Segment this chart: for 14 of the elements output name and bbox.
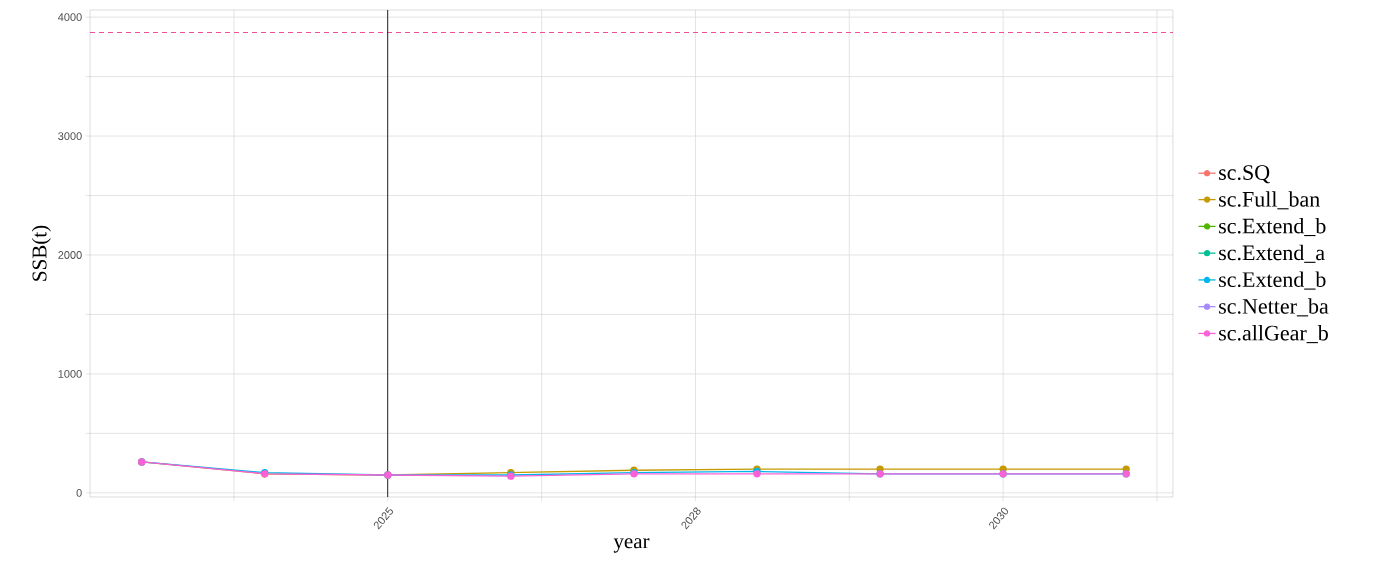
legend-label: sc.Extend_a — [1219, 244, 1325, 263]
x-axis-title: year — [613, 538, 650, 553]
y-axis-title: SSB(t) — [31, 225, 51, 281]
legend-label: sc.Full_ban — [1219, 191, 1320, 210]
legend-label: sc.SQ — [1219, 165, 1270, 184]
y-tick-label: 4000 — [57, 13, 82, 22]
y-tick-label: 0 — [76, 488, 82, 497]
y-tick-label: 3000 — [58, 132, 82, 140]
legend-label: sc.Extend_b — [1219, 271, 1326, 290]
legend-label: sc.allGear_b — [1219, 325, 1328, 344]
y-tick-label: 2000 — [58, 251, 82, 259]
legend-label: sc.Extend_b — [1219, 218, 1326, 237]
legend-label: sc.Netter_ba — [1219, 298, 1329, 317]
y-tick-label: 1000 — [58, 370, 82, 378]
